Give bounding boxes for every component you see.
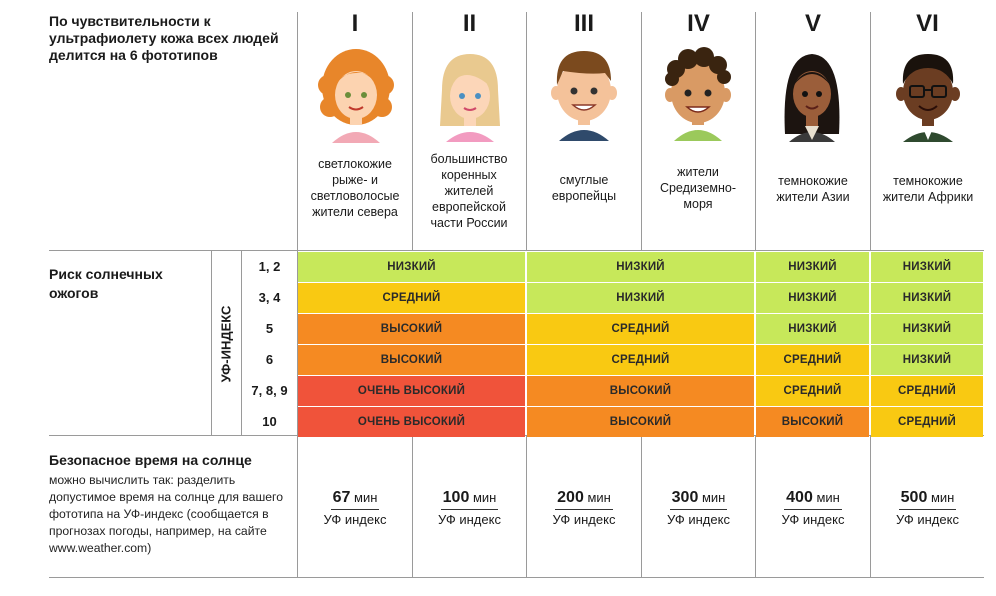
risk-cell: НИЗКИЙ [756,283,869,313]
phototype-desc-1: светлокожие рыже- и светловолосые жители… [310,157,400,219]
risk-cell: НИЗКИЙ [298,252,525,282]
phototype-desc-3: смуглые европейцы [551,173,617,203]
risk-cell: СРЕДНИЙ [298,283,525,313]
risk-cell: ВЫСОКИЙ [756,407,869,437]
grid-vline [241,250,242,435]
grid-vline [297,12,298,577]
risk-cell: НИЗКИЙ [527,252,754,282]
blonde-woman-icon [440,54,500,142]
uv-index-value: 3, 4 [258,290,281,305]
grid-vline [412,12,413,250]
man-with-glasses-icon [896,54,960,142]
red-haired-woman-icon [318,49,394,143]
safe-time-3: 200 мин УФ индекс [552,489,616,527]
phototype-roman-2: II [462,10,477,37]
risk-cell: НИЗКИЙ [871,314,983,344]
risk-cell: ВЫСОКИЙ [298,345,525,375]
risk-cell: НИЗКИЙ [756,252,869,282]
phototype-desc-5: темнокожие жители Азии [776,174,850,204]
uv-index-value: 1, 2 [258,259,281,274]
phototype-roman-4: IV [687,10,710,37]
risk-cell: НИЗКИЙ [871,345,983,375]
uv-index-value: 7, 8, 9 [251,383,288,398]
phototype-roman-3: III [573,10,594,37]
grid-vline [755,435,756,577]
phototype-roman-1: I [351,10,359,37]
grid-vline [641,435,642,577]
phototype-roman-5: V [804,10,821,37]
risk-cell: СРЕДНИЙ [756,376,869,406]
grid-vline [755,12,756,250]
phototype-desc-2: большинство коренных жителей европейской… [430,152,508,230]
grid-vline [870,435,871,577]
phototype-desc-6: темнокожие жители Африки [882,174,974,204]
uv-index-label: УФ-ИНДЕКС [218,305,234,382]
safe-time-desc: можно вычислить так: разделить допустимо… [49,473,283,555]
risk-cell: НИЗКИЙ [871,252,983,282]
risk-cell: ВЫСОКИЙ [527,376,754,406]
risk-cell: ВЫСОКИЙ [298,314,525,344]
grid-vline [526,435,527,577]
risk-title: Риск солнечных ожогов [49,266,163,301]
grid-hline [49,250,984,251]
phototype-desc-4: жители Средиземно-моря [659,165,737,211]
grid-hline [49,577,984,578]
grid-vline [870,12,871,250]
risk-cell: НИЗКИЙ [871,283,983,313]
grid-vline [526,12,527,250]
safe-time-5: 400 мин УФ индекс [781,489,845,527]
phototype-roman-6: VI [916,10,939,37]
risk-cell: НИЗКИЙ [527,283,754,313]
safe-time-1: 67 мин УФ индекс [323,489,387,527]
safe-time-6: 500 мин УФ индекс [896,489,959,527]
risk-cell: СРЕДНИЙ [527,345,754,375]
dark-haired-woman-icon [784,54,840,142]
risk-cell: СРЕДНИЙ [871,376,983,406]
grid-vline [641,12,642,250]
intro-text: По чувствительности к ультрафиолету кожа… [49,13,279,63]
risk-cell: ОЧЕНЬ ВЫСОКИЙ [298,407,525,437]
risk-cell: ВЫСОКИЙ [527,407,754,437]
risk-cell: ОЧЕНЬ ВЫСОКИЙ [298,376,525,406]
risk-cell: НИЗКИЙ [756,314,869,344]
uv-index-value: 6 [265,352,274,367]
risk-cell: СРЕДНИЙ [871,407,983,437]
risk-cell: СРЕДНИЙ [527,314,754,344]
risk-cell: СРЕДНИЙ [756,345,869,375]
uv-index-value: 10 [262,414,277,429]
safe-time-2: 100 мин УФ индекс [438,489,501,527]
grid-vline [211,250,212,435]
uv-index-value: 5 [265,321,274,336]
brown-haired-man-icon [551,51,617,141]
safe-time-4: 300 мин УФ индекс [667,489,730,527]
safe-time-title: Безопасное время на солнце [49,452,252,468]
grid-vline [412,435,413,577]
curly-dark-man-icon [665,47,731,141]
